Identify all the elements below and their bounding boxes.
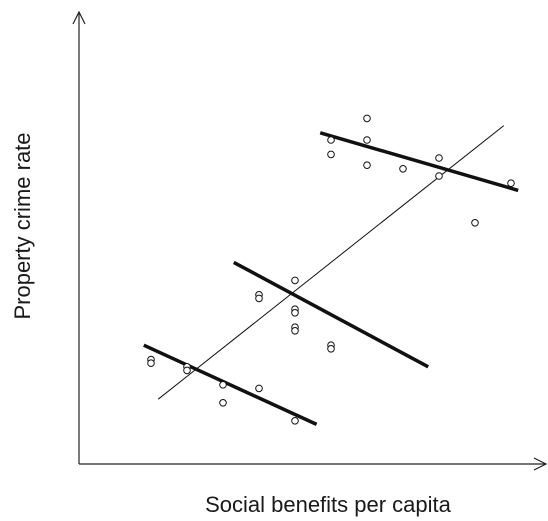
data-point-4 [219,381,227,389]
data-point-19 [363,114,371,123]
data-point-24 [435,172,443,180]
group-trend-line-3 [319,131,519,193]
overall-trend-line [157,125,505,400]
data-point-12 [291,309,299,317]
data-point-22 [399,165,407,173]
x-axis-arrowhead [533,457,548,471]
data-point-21 [363,161,371,169]
data-point-20 [363,136,371,144]
data-point-14 [291,327,299,335]
data-point-26 [507,179,515,187]
data-point-5 [219,399,227,407]
data-point-6 [255,384,263,393]
y-axis-arrowhead [72,10,86,25]
y-axis-label: Property crime rate [10,132,35,319]
group-trend-line-2 [232,260,430,369]
data-point-23 [435,154,443,162]
data-point-16 [327,345,335,353]
data-point-25 [471,219,479,227]
data-point-3 [183,366,191,375]
axes [72,10,548,471]
data-point-18 [327,150,335,159]
data-point-9 [255,294,263,303]
data-points [147,114,515,425]
data-point-1 [147,359,155,368]
data-point-7 [291,417,299,425]
trend-lines [143,125,519,426]
x-axis-label: Social benefits per capita [205,492,452,517]
data-point-10 [291,276,299,285]
group-trend-line-1 [143,343,318,426]
data-point-17 [327,136,335,144]
